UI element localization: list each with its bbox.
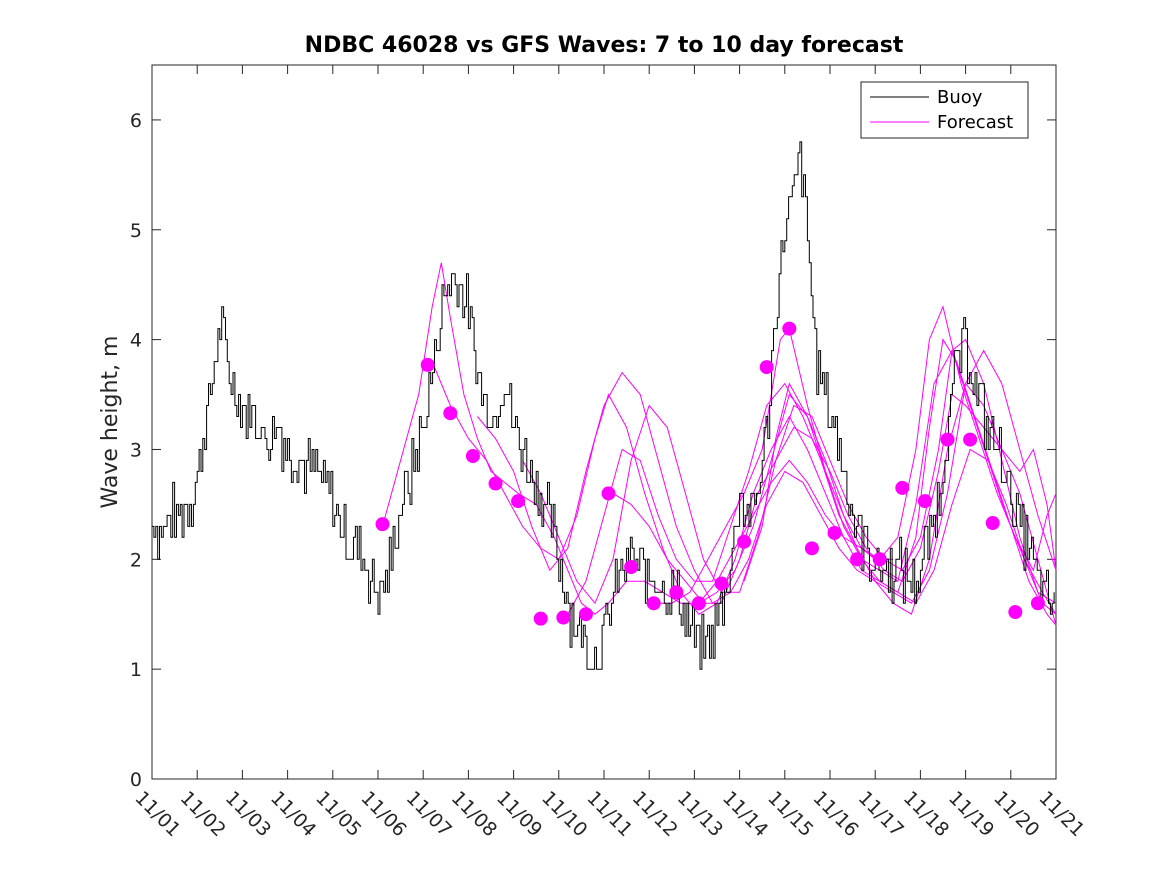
x-tick-label: 11/05 (311, 787, 365, 841)
forecast-marker (691, 596, 706, 611)
forecast-line (522, 338, 1057, 605)
x-tick-label: 11/03 (221, 787, 275, 841)
y-tick-label: 1 (130, 659, 142, 681)
x-tick-label: 11/02 (176, 787, 230, 841)
x-tick-label: 11/09 (492, 787, 546, 841)
x-tick-label: 11/14 (718, 787, 772, 841)
forecast-marker (963, 432, 978, 447)
forecast-marker (917, 494, 932, 509)
forecast-marker (850, 552, 865, 567)
y-tick-label: 2 (130, 549, 142, 571)
forecast-line (477, 349, 1057, 604)
y-tick-label: 4 (130, 330, 142, 352)
forecast-marker (1030, 596, 1045, 611)
forecast-marker (759, 360, 774, 375)
forecast-marker (578, 607, 593, 622)
buoy-line (152, 141, 1055, 670)
legend-buoy-label: Buoy (937, 87, 983, 108)
x-tick-label: 11/11 (582, 787, 636, 841)
x-tick-label: 11/15 (763, 787, 817, 841)
forecast-line (382, 262, 894, 615)
x-tick-label: 11/18 (899, 787, 953, 841)
x-tick-label: 11/20 (989, 787, 1043, 841)
x-tick-label: 11/19 (944, 787, 998, 841)
forecast-marker (533, 611, 548, 626)
y-tick-label: 3 (130, 439, 142, 461)
x-tick-label: 11/12 (628, 787, 682, 841)
forecast-marker (985, 516, 1000, 531)
forecast-marker (375, 517, 390, 532)
x-tick-label: 11/04 (266, 787, 320, 841)
x-tick-label: 11/17 (854, 787, 908, 841)
y-tick-label: 0 (130, 769, 142, 791)
forecast-lines (382, 262, 1057, 626)
forecast-marker (827, 525, 842, 540)
forecast-marker (556, 610, 571, 625)
forecast-marker (872, 552, 887, 567)
legend: Buoy Forecast (860, 81, 1029, 139)
y-tick-label: 6 (130, 110, 142, 132)
x-tick-label: 11/01 (130, 787, 184, 841)
forecast-marker (895, 480, 910, 495)
forecast-marker (1008, 605, 1023, 620)
x-tick-label: 11/10 (537, 787, 591, 841)
x-tick-label: 11/16 (808, 787, 862, 841)
forecast-marker (465, 449, 480, 464)
forecast-markers (375, 321, 1045, 626)
forecast-marker (669, 585, 684, 600)
forecast-marker (737, 534, 752, 549)
forecast-marker (511, 494, 526, 509)
forecast-marker (420, 357, 435, 372)
x-tick-label: 11/08 (447, 787, 501, 841)
plot-area (151, 64, 1057, 780)
y-axis-label: Wave height, m (98, 336, 123, 509)
y-tick-label: 5 (130, 220, 142, 242)
forecast-marker (714, 576, 729, 591)
forecast-marker (601, 486, 616, 501)
x-tick-label: 11/06 (356, 787, 410, 841)
x-tick-label: 11/13 (673, 787, 727, 841)
legend-box (860, 81, 1029, 139)
forecast-marker (443, 406, 458, 421)
forecast-marker (804, 541, 819, 556)
forecast-marker (940, 432, 955, 447)
buoy-line-group (152, 141, 1055, 670)
forecast-line (743, 349, 1057, 615)
forecast-marker (488, 476, 503, 491)
y-axis: 0 1 2 3 4 5 6 (130, 110, 1056, 791)
forecast-marker (624, 559, 639, 574)
x-tick-label: 11/07 (402, 787, 456, 841)
forecast-marker (646, 596, 661, 611)
legend-forecast-label: Forecast (937, 112, 1013, 133)
forecast-marker (782, 321, 797, 336)
x-tick-label: 11/21 (1034, 787, 1088, 841)
chart-title: NDBC 46028 vs GFS Waves: 7 to 10 day for… (305, 33, 904, 58)
